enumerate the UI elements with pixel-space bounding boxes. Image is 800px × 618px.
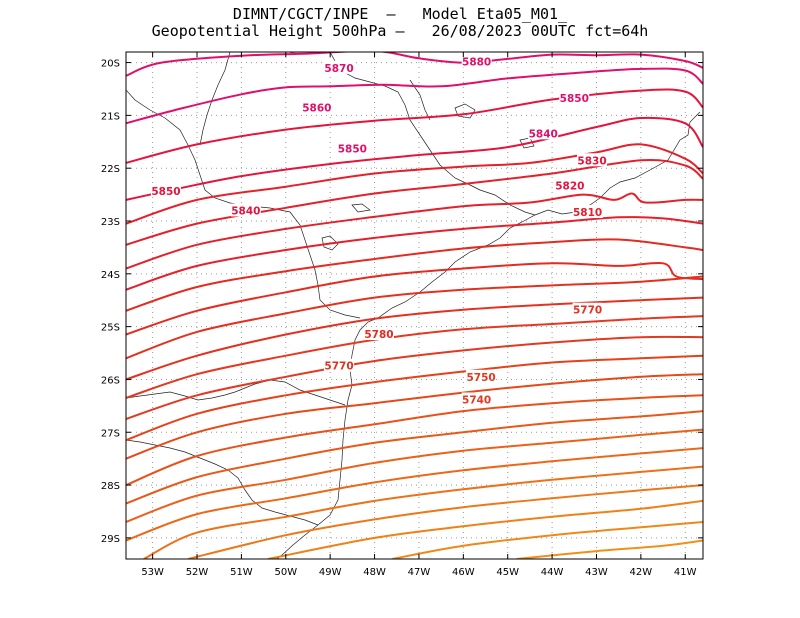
contour-5730 bbox=[126, 354, 703, 442]
contour-label: 5740 bbox=[462, 395, 491, 407]
contour-5820 bbox=[126, 158, 703, 246]
y-tick-label: 29S bbox=[101, 534, 120, 545]
contour-label: 5820 bbox=[555, 181, 584, 193]
x-axis: 53W 52W 51W 50W 49W 48W 47W 46W 45W 44W 43W 42W 41W bbox=[141, 52, 697, 578]
state-border bbox=[409, 79, 431, 121]
contour-5750 bbox=[126, 315, 703, 399]
y-axis: 20S 21S 22S 23S 24S 25S 26S 27S 28S 29S bbox=[101, 59, 703, 545]
contour-label-bg bbox=[461, 54, 492, 68]
contour-5700 bbox=[126, 410, 703, 505]
y-tick-label: 21S bbox=[101, 111, 120, 122]
x-tick-label: 46W bbox=[452, 567, 475, 578]
contour-5650 bbox=[267, 499, 703, 559]
x-tick-label: 41W bbox=[674, 567, 697, 578]
contour-5840 bbox=[126, 116, 703, 201]
contour-label-bg bbox=[572, 205, 603, 219]
lake bbox=[351, 203, 371, 213]
plot-frame bbox=[125, 51, 704, 560]
contour-label: 5880 bbox=[462, 57, 491, 69]
x-tick-label: 49W bbox=[319, 567, 342, 578]
x-tick-label: 48W bbox=[363, 567, 386, 578]
contour-label: 5750 bbox=[466, 372, 495, 384]
contour-label-bg bbox=[150, 183, 181, 197]
plot-area bbox=[126, 52, 703, 559]
contour-label: 5840 bbox=[231, 205, 260, 217]
contour-label: 5840 bbox=[529, 128, 558, 140]
contour-label: 5850 bbox=[338, 144, 367, 156]
y-tick-label: 24S bbox=[101, 270, 120, 281]
contour-label-bg bbox=[363, 327, 394, 341]
y-tick-label: 26S bbox=[101, 375, 120, 386]
contour-label-bg bbox=[528, 126, 559, 140]
title-line-2: Geopotential Height 500hPa — 26/08/2023 … bbox=[151, 22, 649, 40]
contour-label-bg bbox=[559, 90, 590, 104]
contour-label: 5770 bbox=[573, 305, 602, 317]
contour-5720 bbox=[126, 373, 703, 460]
contour-label-bg bbox=[572, 302, 603, 316]
x-tick-label: 43W bbox=[585, 567, 608, 578]
contour-label-bg bbox=[461, 392, 492, 406]
contour-label: 5770 bbox=[324, 361, 353, 373]
y-tick-label: 25S bbox=[101, 323, 120, 334]
x-tick-label: 50W bbox=[274, 567, 297, 578]
contour-label-bg bbox=[324, 60, 355, 74]
x-tick-label: 53W bbox=[141, 567, 164, 578]
contour-label-bg bbox=[301, 100, 332, 114]
contour-label-bg bbox=[230, 203, 261, 217]
state-border bbox=[126, 439, 319, 526]
lake bbox=[321, 235, 339, 251]
contour-5830 bbox=[126, 143, 703, 225]
contour-lines bbox=[126, 52, 703, 559]
contour-label-bg bbox=[466, 369, 497, 383]
x-tick-label: 52W bbox=[186, 567, 209, 578]
contour-5790 bbox=[126, 238, 703, 312]
contour-label: 5860 bbox=[302, 102, 331, 114]
contour-5660 bbox=[187, 484, 703, 559]
contour-5680 bbox=[126, 447, 703, 542]
contour-5740 bbox=[126, 335, 703, 420]
contour-label-bg bbox=[554, 178, 585, 192]
coastlines-and-borders bbox=[126, 52, 701, 559]
contour-5770 bbox=[126, 275, 703, 360]
contour-label-bg bbox=[577, 153, 608, 167]
contour-label-bg bbox=[337, 141, 368, 155]
contour-5780 bbox=[126, 261, 703, 336]
y-tick-label: 23S bbox=[101, 217, 120, 228]
x-tick-label: 47W bbox=[408, 567, 431, 578]
contour-label-bg bbox=[324, 358, 355, 372]
contour-label: 5850 bbox=[560, 93, 589, 105]
contour-5690 bbox=[126, 428, 703, 523]
y-tick-label: 22S bbox=[101, 164, 120, 175]
contour-5880 bbox=[290, 52, 306, 53]
contour-5710 bbox=[126, 394, 703, 487]
title-line-1: DIMNT/CGCT/INPE — Model Eta05_M01_ bbox=[232, 5, 568, 23]
contour-label: 5870 bbox=[324, 63, 353, 75]
contour-5800 bbox=[126, 216, 703, 291]
x-tick-label: 42W bbox=[630, 567, 653, 578]
contour-5860 bbox=[126, 67, 703, 125]
contour-5630 bbox=[516, 539, 703, 559]
y-tick-label: 20S bbox=[101, 59, 120, 70]
x-tick-label: 44W bbox=[541, 567, 564, 578]
contour-5850 bbox=[126, 88, 703, 164]
chart-title: DIMNT/CGCT/INPE — Model Eta05_M01_ Geopo… bbox=[0, 6, 800, 40]
x-tick-label: 51W bbox=[230, 567, 253, 578]
y-tick-label: 28S bbox=[101, 481, 120, 492]
contour-5810 bbox=[126, 192, 703, 270]
contour-label: 5850 bbox=[151, 186, 180, 198]
state-border bbox=[329, 52, 481, 191]
contour-5640 bbox=[392, 521, 703, 559]
contour-labels: 5880 5870 5850 5860 5840 5850 5830 5820 5850 5810… bbox=[150, 54, 608, 407]
contour-label: 5810 bbox=[573, 207, 602, 219]
state-border bbox=[479, 189, 536, 216]
x-tick-label: 45W bbox=[496, 567, 519, 578]
contour-5760 bbox=[126, 296, 703, 381]
contour-label: 5780 bbox=[364, 329, 393, 341]
contour-label: 5830 bbox=[577, 155, 606, 167]
coastline bbox=[276, 111, 701, 559]
contour-5670 bbox=[143, 465, 703, 559]
y-tick-label: 27S bbox=[101, 428, 120, 439]
